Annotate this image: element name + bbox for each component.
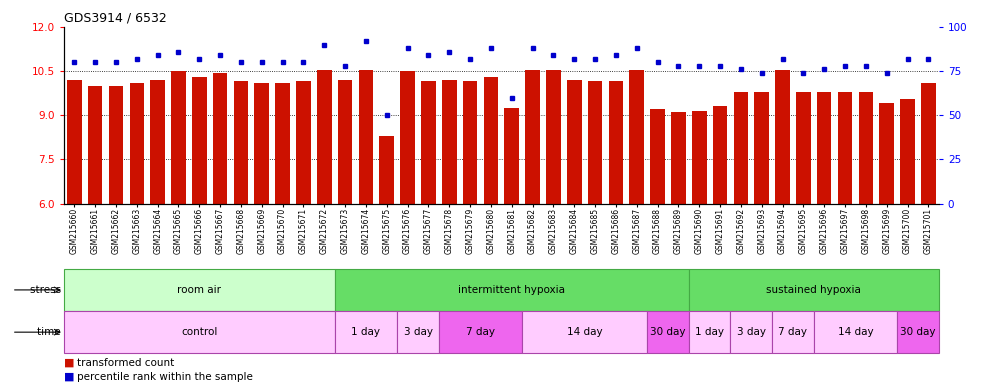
Text: percentile rank within the sample: percentile rank within the sample (77, 372, 253, 382)
Bar (921, 83, 936, 204)
Bar (150, 80, 165, 204)
Bar (651, 109, 665, 204)
Text: 3 day: 3 day (403, 327, 433, 337)
Bar (730, 311, 772, 353)
Text: transformed count: transformed count (77, 358, 174, 368)
Bar (438, 311, 522, 353)
Bar (525, 70, 540, 204)
Text: time: time (37, 327, 64, 337)
Text: 1 day: 1 day (352, 327, 380, 337)
Bar (689, 311, 730, 353)
Text: 30 day: 30 day (650, 327, 686, 337)
Bar (379, 136, 394, 204)
Bar (400, 71, 415, 204)
Text: room air: room air (177, 285, 221, 295)
Bar (671, 112, 686, 204)
Bar (109, 86, 123, 204)
Bar (130, 83, 145, 204)
Bar (421, 81, 435, 204)
Bar (629, 70, 644, 204)
Text: stress: stress (29, 285, 64, 295)
Bar (776, 70, 789, 204)
Bar (880, 103, 894, 204)
Bar (397, 311, 438, 353)
Text: 14 day: 14 day (838, 327, 873, 337)
Text: 3 day: 3 day (737, 327, 766, 337)
Text: GDS3914 / 6532: GDS3914 / 6532 (64, 11, 167, 24)
Text: 1 day: 1 day (695, 327, 724, 337)
Bar (255, 83, 269, 204)
Bar (647, 311, 689, 353)
Text: 7 day: 7 day (779, 327, 807, 337)
Text: 7 day: 7 day (466, 327, 495, 337)
Bar (87, 86, 102, 204)
Bar (858, 92, 873, 204)
Bar (67, 80, 82, 204)
Bar (484, 77, 498, 204)
Bar (817, 92, 832, 204)
Bar (171, 71, 186, 204)
Bar (64, 269, 334, 311)
Bar (689, 269, 939, 311)
Bar (900, 99, 915, 204)
Text: sustained hypoxia: sustained hypoxia (767, 285, 861, 295)
Bar (213, 73, 227, 204)
Bar (838, 92, 852, 204)
Text: ■: ■ (64, 372, 78, 382)
Bar (692, 111, 707, 204)
Bar (772, 311, 814, 353)
Text: control: control (181, 327, 217, 337)
Bar (754, 92, 769, 204)
Bar (814, 311, 897, 353)
Bar (334, 269, 689, 311)
Bar (334, 311, 397, 353)
Bar (522, 311, 647, 353)
Text: 14 day: 14 day (567, 327, 603, 337)
Bar (463, 81, 478, 204)
Text: intermittent hypoxia: intermittent hypoxia (458, 285, 565, 295)
Bar (733, 92, 748, 204)
Bar (567, 80, 582, 204)
Bar (442, 80, 456, 204)
Bar (359, 70, 374, 204)
Bar (608, 81, 623, 204)
Bar (275, 83, 290, 204)
Bar (713, 106, 727, 204)
Text: 30 day: 30 day (900, 327, 936, 337)
Bar (796, 92, 811, 204)
Bar (234, 81, 249, 204)
Bar (547, 70, 560, 204)
Text: ■: ■ (64, 358, 78, 368)
Bar (504, 108, 519, 204)
Bar (296, 81, 311, 204)
Bar (338, 80, 352, 204)
Bar (64, 311, 334, 353)
Bar (192, 77, 206, 204)
Bar (317, 70, 331, 204)
Bar (897, 311, 939, 353)
Bar (588, 81, 603, 204)
